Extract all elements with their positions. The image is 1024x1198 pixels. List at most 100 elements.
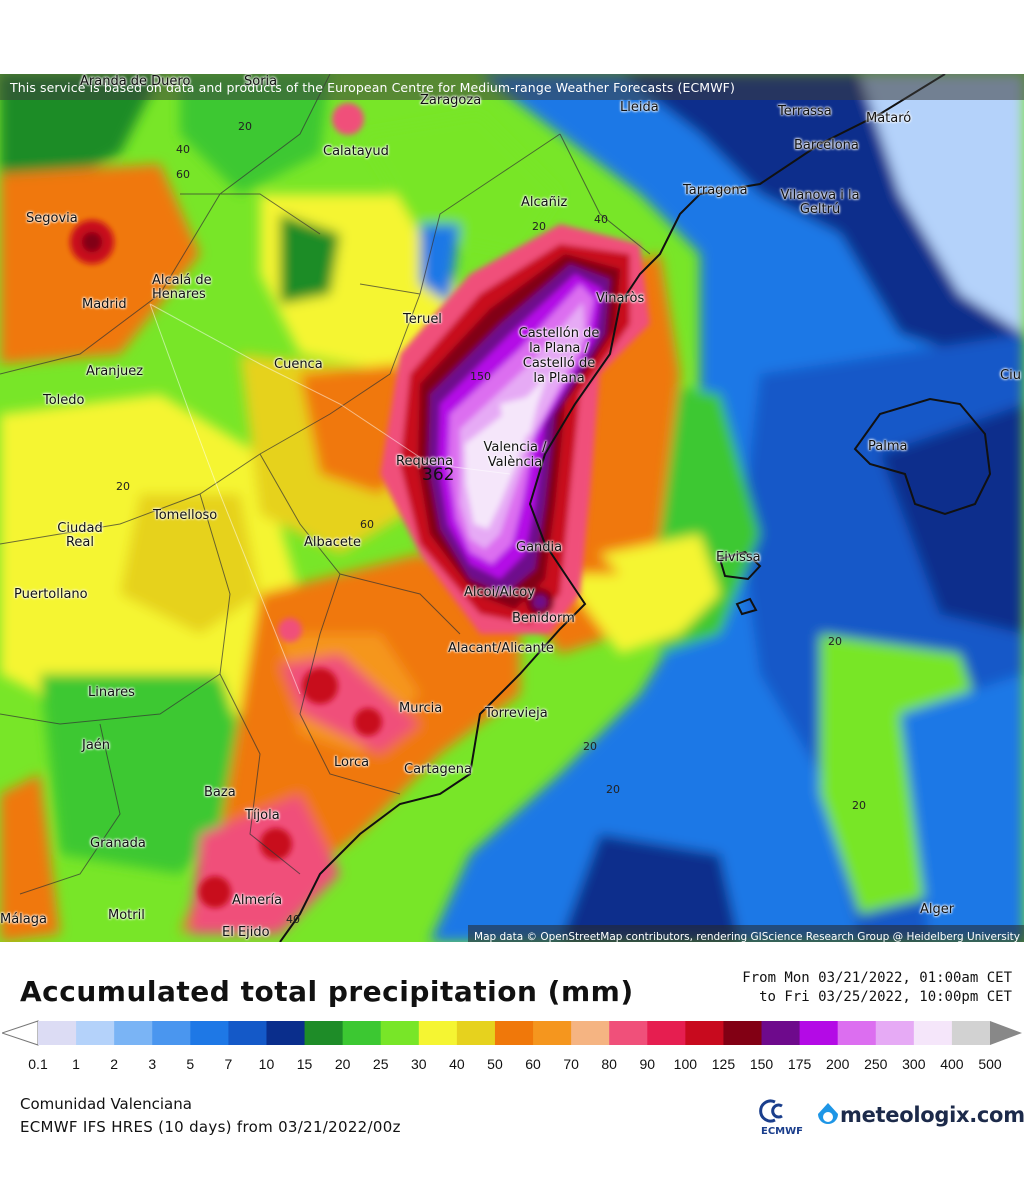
legend-swatch [380, 1021, 420, 1045]
isoline-label: 40 [176, 143, 190, 156]
city-name: Requena [396, 454, 454, 469]
city-label: Granada [90, 837, 146, 851]
map-attribution[interactable]: Map data © OpenStreetMap contributors, r… [468, 925, 1024, 943]
legend-swatch [228, 1021, 267, 1045]
city-name: Terrassa [778, 104, 832, 119]
legend-swatch [837, 1021, 877, 1045]
city-label: Zaragoza [420, 94, 481, 108]
legend-over-arrow [990, 1021, 1022, 1045]
city-name: Almería [232, 893, 283, 908]
city-name: Tarragona [683, 183, 748, 198]
city-name: Ciu [1000, 368, 1021, 383]
date-to: to Fri 03/25/2022, 10:00pm CET [759, 989, 1012, 1005]
legend-label: 5 [186, 1056, 195, 1072]
legend-label: 300 [902, 1056, 926, 1072]
city-label: Tíjola [245, 809, 280, 823]
city-name: Alcalá de Henares [152, 273, 212, 302]
legend-swatch [152, 1021, 191, 1045]
city-label: Málaga [0, 913, 47, 927]
legend-swatch [723, 1021, 763, 1045]
city-name: Aranjuez [86, 364, 144, 379]
city-name: Tomelloso [153, 508, 218, 523]
city-label: Alcalá de Henares [152, 274, 222, 302]
legend-swatch [38, 1021, 77, 1045]
legend-label: 400 [940, 1056, 964, 1072]
city-label: Benidorm [512, 612, 575, 626]
city-name: Castellón de la Plana / Castelló de la P… [518, 326, 600, 386]
city-name: Puertollano [14, 587, 88, 602]
city-label: El Ejido [222, 926, 270, 940]
city-label: Palma [868, 440, 907, 454]
meteologix-drop-icon [818, 1103, 838, 1124]
city-name: Lorca [334, 755, 370, 770]
legend-label: 80 [601, 1056, 617, 1072]
legend-label: 2 [110, 1056, 119, 1072]
precipitation-map[interactable] [0, 74, 1024, 942]
chart-title: Accumulated total precipitation (mm) [20, 975, 634, 1008]
legend-swatch [190, 1021, 229, 1045]
legend-swatch [951, 1021, 991, 1045]
city-label: Cuenca [274, 358, 323, 372]
city-name: Valencia / València [483, 440, 547, 470]
legend-swatch [76, 1021, 115, 1045]
meteologix-logo[interactable]: meteologix.com [816, 1102, 1024, 1128]
city-label: Linares [88, 686, 135, 700]
city-label: Baza [204, 786, 236, 800]
city-label: Teruel [403, 313, 442, 327]
city-label: Lorca [334, 756, 369, 770]
legend-label: 150 [749, 1056, 774, 1072]
city-name: Soria [244, 74, 278, 89]
legend-swatch [609, 1021, 648, 1045]
isoline-label: 20 [828, 635, 842, 648]
isoline-label: 20 [852, 799, 866, 812]
city-name: Segovia [26, 211, 78, 226]
city-label: Motril [108, 909, 145, 923]
legend-swatch [647, 1021, 686, 1045]
isoline-label: 20 [238, 120, 252, 133]
legend-swatch [571, 1021, 610, 1045]
city-name: Ciudad Real [57, 521, 103, 550]
city-label: Jaén [82, 739, 110, 753]
legend-swatch [533, 1021, 572, 1045]
legend-swatch [875, 1021, 915, 1045]
city-label: Eivissa [716, 551, 761, 565]
city-name: Gandia [516, 540, 563, 555]
city-label: Requena [396, 455, 453, 469]
ecmwf-logo-icon [759, 1099, 783, 1123]
city-label: Mataró [866, 112, 911, 126]
city-name: Madrid [82, 297, 127, 312]
city-label: Albacete [304, 536, 361, 550]
city-name: Cuenca [274, 357, 323, 372]
city-label: Puertollano [14, 588, 88, 602]
city-label: Lleida [620, 101, 659, 115]
city-label: Calatayud [323, 145, 389, 159]
legend-label: 7 [224, 1056, 233, 1072]
legend-swatch [456, 1021, 496, 1045]
city-label: Vilanova i la Geltrú [780, 189, 860, 217]
city-name: Albacete [304, 535, 361, 550]
legend-label: 200 [825, 1056, 850, 1072]
city-label: Alacant/Alicante [448, 642, 554, 656]
city-label: Gandia [516, 541, 562, 555]
isoline-label: 40 [286, 913, 300, 926]
city-name: Torrevieja [485, 706, 548, 721]
legend-swatch [494, 1021, 534, 1045]
city-name: Granada [90, 836, 146, 851]
meteologix-brand: meteologix.com [840, 1103, 1024, 1127]
city-label: Murcia [399, 702, 442, 716]
color-legend [2, 1020, 1022, 1046]
legend-swatch [685, 1021, 724, 1045]
legend-label: 20 [334, 1056, 351, 1072]
city-name: Cartagena [404, 762, 472, 777]
city-name: Murcia [399, 701, 443, 716]
city-name: Aranda de Duero [80, 74, 191, 89]
legend-label: 0.1 [28, 1056, 48, 1072]
city-name: Eivissa [716, 550, 761, 565]
legend-label: 1 [72, 1056, 80, 1072]
isoline-label: 60 [360, 518, 374, 531]
city-name: Motril [108, 908, 145, 923]
max-value-label: 362 [422, 465, 455, 485]
city-label: Castellón de la Plana / Castelló de la P… [516, 326, 602, 386]
legend-swatch [304, 1021, 344, 1045]
city-label: Ciudad Real [52, 522, 108, 550]
